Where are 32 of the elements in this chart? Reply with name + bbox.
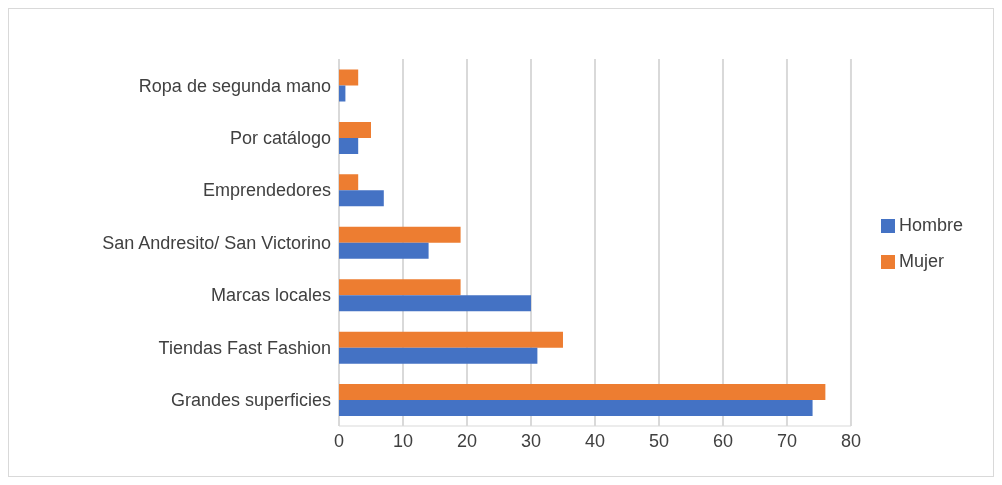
bar bbox=[339, 226, 461, 243]
x-tick-label: 40 bbox=[584, 430, 605, 451]
bar bbox=[339, 279, 461, 296]
x-tick-label: 80 bbox=[840, 430, 861, 451]
x-tick-label: 30 bbox=[520, 430, 541, 451]
y-tick-label: San Andresito/ San Victorino bbox=[102, 232, 331, 253]
bar bbox=[339, 121, 371, 138]
x-tick-label: 0 bbox=[333, 430, 345, 451]
bar bbox=[339, 174, 359, 191]
y-tick-label: Tiendas Fast Fashion bbox=[158, 337, 331, 358]
bar bbox=[339, 295, 531, 312]
bar bbox=[339, 384, 826, 401]
bar bbox=[339, 242, 429, 259]
y-tick-label: Por catálogo bbox=[229, 128, 331, 149]
bar bbox=[339, 69, 359, 86]
bar bbox=[339, 190, 384, 207]
bar bbox=[339, 347, 538, 364]
bar bbox=[339, 400, 813, 417]
x-tick-label: 50 bbox=[648, 430, 669, 451]
x-tick-label: 60 bbox=[712, 430, 733, 451]
y-tick-label: Ropa de segunda mano bbox=[138, 75, 331, 96]
legend-label: Hombre bbox=[898, 214, 963, 235]
x-tick-label: 70 bbox=[776, 430, 797, 451]
x-tick-label: 20 bbox=[456, 430, 478, 451]
legend-label: Mujer bbox=[898, 250, 944, 271]
y-tick-label: Emprendedores bbox=[202, 180, 331, 201]
bar bbox=[339, 85, 346, 102]
bar bbox=[339, 331, 563, 348]
x-tick-label: 10 bbox=[392, 430, 414, 451]
y-tick-label: Marcas locales bbox=[210, 285, 331, 306]
y-tick-label: Grandes superficies bbox=[170, 390, 331, 411]
bar bbox=[339, 137, 359, 154]
